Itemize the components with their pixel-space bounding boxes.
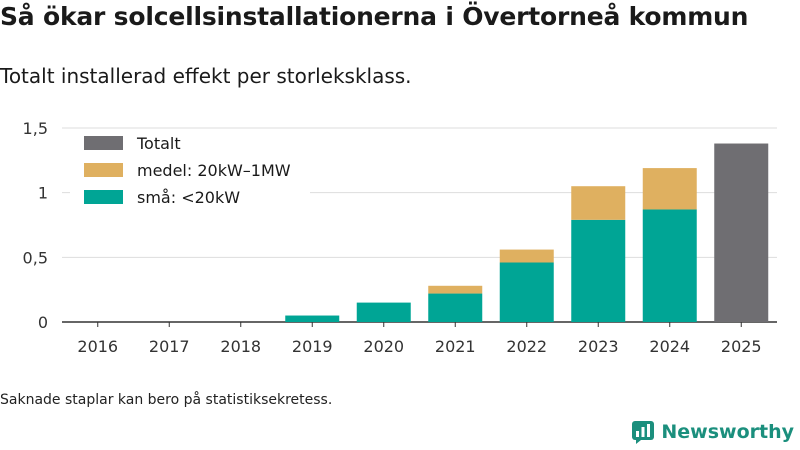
bar-segment (642, 209, 697, 322)
bar-segment (642, 168, 697, 210)
bar-chart: 0 0,5 1 1,5 2016 2017 2018 2019 2020 2021 2022 202… (23, 119, 777, 356)
x-tick-label: 2021 (435, 337, 476, 356)
x-tick-label: 2017 (149, 337, 190, 356)
x-tick-label: 2018 (220, 337, 261, 356)
legend-swatch (84, 136, 123, 150)
x-tick-label: 2025 (721, 337, 762, 356)
x-axis: 2016 2017 2018 2019 2020 2021 2022 2023 2024 2025 (77, 322, 762, 356)
y-tick-label: 1 (38, 184, 48, 203)
footnote: Saknade staplar kan bero på statistiksek… (0, 392, 333, 408)
brand-name: Newsworthy (661, 421, 794, 443)
bar-segment (499, 249, 554, 263)
bar-segment (571, 186, 626, 220)
legend: Totalt medel: 20kW–1MW små: <20kW (70, 130, 310, 216)
legend-swatch (84, 190, 123, 204)
bars (285, 143, 769, 322)
legend-label: Totalt (136, 134, 181, 153)
x-tick-label: 2020 (363, 337, 404, 356)
x-tick-label: 2022 (506, 337, 547, 356)
x-tick-label: 2024 (649, 337, 690, 356)
bar-segment (571, 219, 626, 322)
y-tick-label: 0 (38, 313, 48, 332)
bar-segment (428, 285, 483, 294)
bar-segment (428, 293, 483, 322)
legend-label: små: <20kW (137, 188, 240, 207)
bar-segment (356, 302, 411, 322)
y-tick-label: 0,5 (23, 248, 48, 267)
legend-swatch (84, 163, 123, 177)
x-tick-label: 2019 (292, 337, 333, 356)
chart-subtitle: Totalt installerad effekt per storlekskl… (0, 64, 412, 88)
bar-segment (285, 315, 340, 322)
bar-segment (499, 262, 554, 322)
chart-title: Så ökar solcellsinstallationerna i Övert… (0, 2, 749, 31)
x-tick-label: 2023 (578, 337, 619, 356)
y-tick-label: 1,5 (23, 119, 48, 138)
x-tick-label: 2016 (77, 337, 118, 356)
brand-logo: Newsworthy (631, 420, 794, 444)
legend-label: medel: 20kW–1MW (137, 161, 291, 180)
bar-segment (714, 143, 769, 322)
newsworthy-logo-icon (632, 421, 655, 444)
